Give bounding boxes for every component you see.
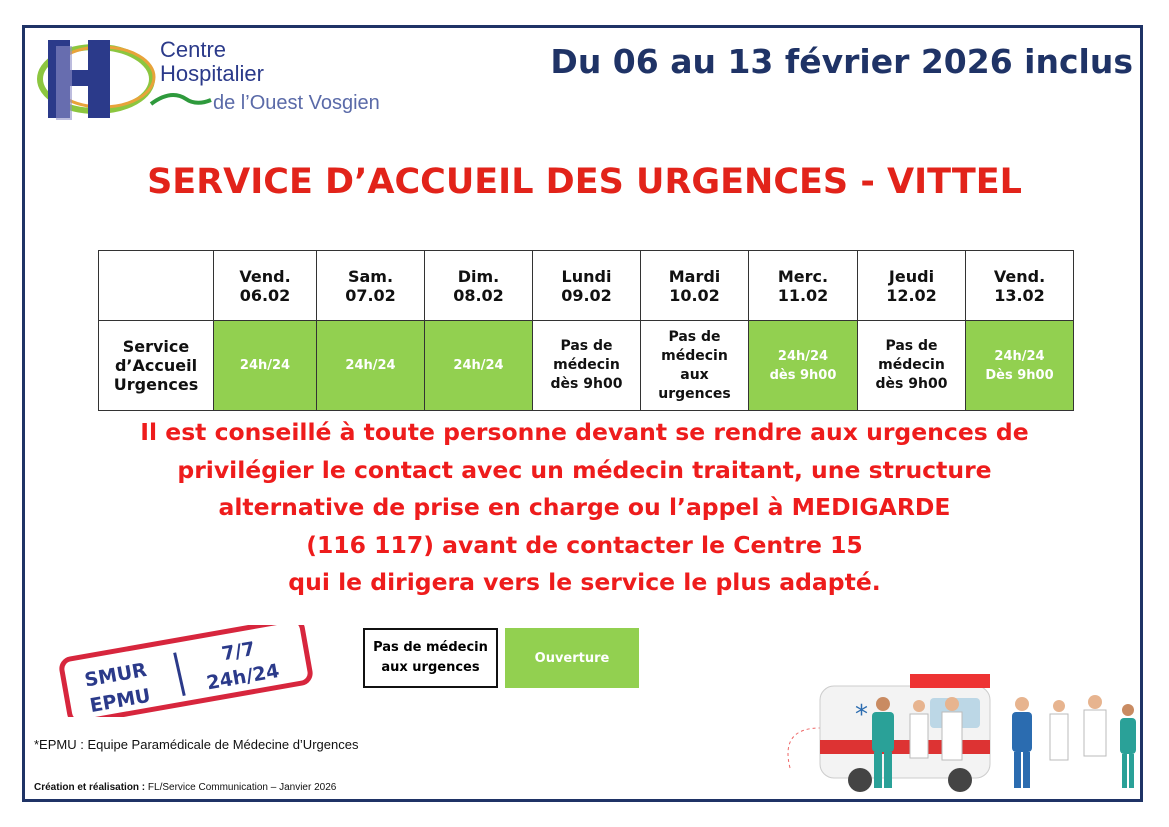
day-header: Merc. 11.02 <box>748 250 858 321</box>
ambulance-staff-illustration: * <box>787 674 1136 792</box>
row-label: Service d’Accueil Urgences <box>98 320 214 411</box>
empty-header-cell <box>98 250 214 321</box>
hospital-logo <box>37 40 212 120</box>
status-cell-open: 24h/24 <box>424 320 533 411</box>
day-header: Sam. 07.02 <box>316 250 425 321</box>
date-range: Du 06 au 13 février 2026 inclus <box>550 42 1133 81</box>
status-cell-open: 24h/24 Dès 9h00 <box>965 320 1074 411</box>
logo-subtitle: de l’Ouest Vosgien <box>213 92 380 114</box>
status-cell-no-doctor: Pas de médecin dès 9h00 <box>857 320 966 411</box>
logo-title: Centre Hospitalier <box>160 37 264 86</box>
schedule-table: Vend. 06.02 Sam. 07.02 Dim. 08.02 Lundi 09.0… <box>98 250 1074 411</box>
day-header: Jeudi 12.02 <box>857 250 966 321</box>
day-header: Dim. 08.02 <box>424 250 533 321</box>
svg-text:*: * <box>855 700 868 730</box>
credits: Création et réalisation : FL/Service Com… <box>34 782 337 793</box>
status-cell-no-doctor: Pas de médecin dès 9h00 <box>532 320 641 411</box>
status-cell-no-doctor: Pas de médecin aux urgences <box>640 320 749 411</box>
legend-open: Ouverture <box>505 628 639 688</box>
page-frame <box>22 25 1143 802</box>
page-title: SERVICE D’ACCUEIL DES URGENCES - VITTEL <box>147 162 1022 202</box>
service-row: Service d’Accueil Urgences 24h/24 24h/24 2… <box>98 320 1074 411</box>
day-header: Mardi 10.02 <box>640 250 749 321</box>
day-header: Vend. 06.02 <box>213 250 317 321</box>
footnote: *EPMU : Equipe Paramédicale de Médecine … <box>34 737 359 752</box>
legend-no-doctor: Pas de médecin aux urgences <box>363 628 498 688</box>
status-cell-open: 24h/24 <box>213 320 317 411</box>
header-row: Vend. 06.02 Sam. 07.02 Dim. 08.02 Lundi 09.0… <box>98 250 1074 321</box>
status-cell-open: 24h/24 dès 9h00 <box>748 320 858 411</box>
svg-text:7/7: 7/7 <box>220 638 257 665</box>
day-header: Vend. 13.02 <box>965 250 1074 321</box>
status-cell-open: 24h/24 <box>316 320 425 411</box>
advice-message: Il est conseillé à toute personne devant… <box>140 418 1029 596</box>
day-header: Lundi 09.02 <box>532 250 641 321</box>
smur-epmu-stamp: SMUR EPMU 7/7 24h/24 <box>59 625 313 717</box>
